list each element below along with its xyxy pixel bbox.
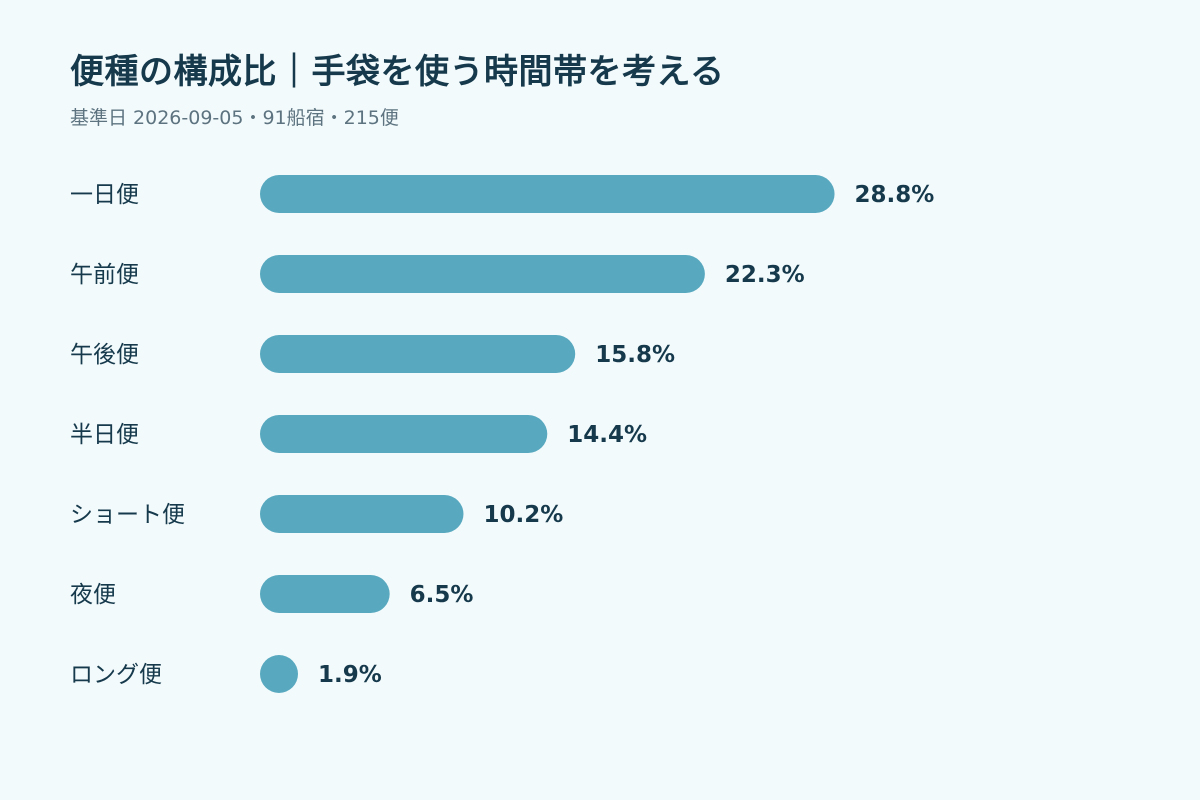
bar xyxy=(260,255,705,293)
category-label: 半日便 xyxy=(70,422,139,448)
value-label: 22.3% xyxy=(725,262,805,288)
value-label: 28.8% xyxy=(855,182,935,208)
bar xyxy=(260,575,390,613)
bar xyxy=(260,175,835,213)
chart-title: 便種の構成比｜手袋を使う時間帯を考える xyxy=(70,52,725,92)
category-label: ロング便 xyxy=(70,662,162,688)
bar xyxy=(260,655,298,693)
value-label: 10.2% xyxy=(483,502,563,528)
bar xyxy=(260,495,464,533)
category-label: 午前便 xyxy=(70,262,139,288)
category-label: ショート便 xyxy=(70,502,185,528)
bar xyxy=(260,415,548,453)
value-label: 15.8% xyxy=(595,342,675,368)
category-label: 一日便 xyxy=(70,182,139,208)
bar xyxy=(260,335,576,373)
value-label: 6.5% xyxy=(410,582,474,608)
chart-subtitle: 基準日 2026-09-05・91船宿・215便 xyxy=(70,107,399,129)
category-label: 午後便 xyxy=(70,342,139,368)
category-label: 夜便 xyxy=(70,582,116,608)
bars-layer: 一日便 28.8% 午前便 22.3% 午後便 15.8% 半日便 14.4% ショート便 10.… xyxy=(70,175,934,693)
value-label: 14.4% xyxy=(567,422,647,448)
value-label: 1.9% xyxy=(318,662,382,688)
